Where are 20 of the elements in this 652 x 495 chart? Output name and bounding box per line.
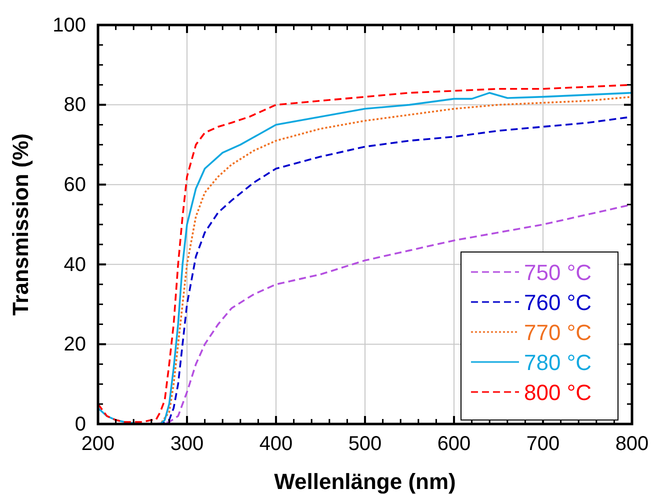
x-tick-label: 400 xyxy=(259,433,293,456)
x-tick-label: 200 xyxy=(81,433,115,456)
y-tick-label: 100 xyxy=(52,14,86,36)
y-tick-label: 20 xyxy=(64,334,86,356)
y-tick-label: 60 xyxy=(64,174,86,196)
y-axis-title: Transmission (%) xyxy=(8,133,33,316)
y-tick-label: 0 xyxy=(74,413,86,436)
legend-label: 770 °C xyxy=(524,320,592,345)
legend-label: 780 °C xyxy=(524,350,592,375)
y-tick-label: 80 xyxy=(64,94,86,116)
x-tick-label: 700 xyxy=(526,433,560,456)
x-axis-title: Wellenlänge (nm) xyxy=(274,469,456,494)
y-tick-label: 40 xyxy=(64,254,86,276)
legend-label: 800 °C xyxy=(524,380,592,405)
x-tick-label: 800 xyxy=(615,433,649,456)
x-tick-label: 600 xyxy=(437,433,471,456)
x-tick-label: 500 xyxy=(348,433,382,456)
legend-label: 750 °C xyxy=(524,260,592,285)
legend-label: 760 °C xyxy=(524,290,592,315)
x-tick-label: 300 xyxy=(170,433,204,456)
